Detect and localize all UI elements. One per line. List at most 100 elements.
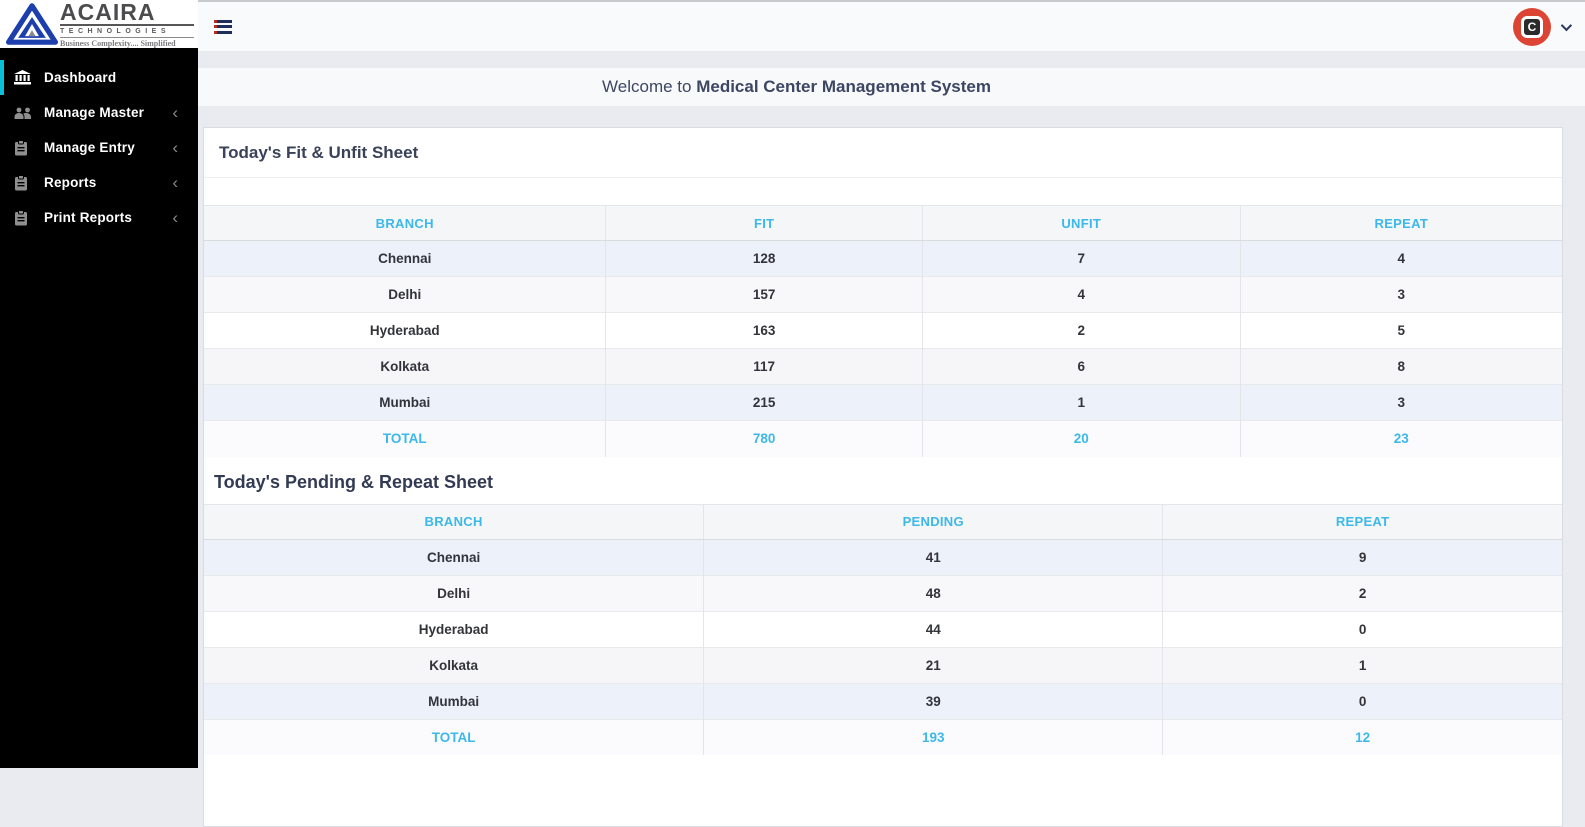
cell-pending: 44 bbox=[703, 610, 1163, 647]
table-total-row: TOTAL 193 12 bbox=[204, 718, 1562, 755]
cell-branch: Chennai bbox=[204, 538, 704, 575]
cell-branch: Mumbai bbox=[204, 682, 704, 719]
cell-branch: Kolkata bbox=[204, 646, 704, 683]
sidebar-item-label: Print Reports bbox=[44, 210, 133, 225]
table-row: Delhi 48 2 bbox=[204, 574, 1562, 611]
top-navbar: C bbox=[198, 2, 1585, 51]
cell-repeat: 3 bbox=[1239, 384, 1562, 421]
fit-sheet-title: Today's Fit & Unfit Sheet bbox=[204, 128, 1562, 178]
brand-name: ACAIRA bbox=[60, 0, 194, 26]
cell-branch: Hyderabad bbox=[204, 610, 704, 647]
sidebar-item-label: Dashboard bbox=[44, 70, 117, 85]
sidebar-item-label: Reports bbox=[44, 175, 97, 190]
column-header: UNFIT bbox=[921, 205, 1241, 241]
cell-branch: Chennai bbox=[204, 240, 606, 277]
content-container: Today's Fit & Unfit Sheet BRANCH FIT UNF… bbox=[203, 127, 1563, 827]
table-row: Hyderabad 44 0 bbox=[204, 610, 1562, 647]
cell-repeat: 5 bbox=[1239, 312, 1562, 349]
chevron-left-icon: ‹ bbox=[172, 208, 178, 227]
table-row: Mumbai 39 0 bbox=[204, 682, 1562, 719]
cell-branch: Delhi bbox=[204, 276, 606, 313]
cell-total-label: TOTAL bbox=[204, 420, 606, 457]
cell-repeat: 0 bbox=[1162, 682, 1562, 719]
cell-total-repeat: 12 bbox=[1162, 718, 1562, 755]
table-row: Chennai 41 9 bbox=[204, 538, 1562, 575]
cell-unfit: 6 bbox=[921, 348, 1241, 385]
cell-unfit: 2 bbox=[921, 312, 1241, 349]
clipboard-icon bbox=[14, 139, 36, 156]
cell-pending: 21 bbox=[703, 646, 1163, 683]
column-header: PENDING bbox=[703, 503, 1163, 540]
sidebar-item-dashboard[interactable]: Dashboard bbox=[0, 60, 198, 95]
user-menu-chevron-down-icon[interactable] bbox=[1560, 19, 1573, 31]
brand-logo[interactable]: ACAIRA TECHNOLOGIES Business Complexity.… bbox=[0, 0, 198, 48]
cell-branch: Hyderabad bbox=[204, 312, 606, 349]
column-header: BRANCH bbox=[204, 503, 704, 540]
avatar-logo-icon: C bbox=[1521, 15, 1543, 38]
chevron-left-icon: ‹ bbox=[172, 138, 178, 157]
pending-repeat-table: BRANCH PENDING REPEAT Chennai 41 9 Delhi… bbox=[204, 503, 1562, 755]
cell-repeat: 8 bbox=[1239, 348, 1562, 385]
cell-pending: 48 bbox=[703, 574, 1163, 611]
cell-repeat: 2 bbox=[1162, 574, 1562, 611]
cell-fit: 157 bbox=[605, 276, 923, 313]
sidebar-item-reports[interactable]: Reports ‹ bbox=[0, 165, 198, 200]
cell-total-unfit: 20 bbox=[921, 420, 1241, 457]
bank-icon bbox=[14, 70, 36, 85]
pending-sheet-title: Today's Pending & Repeat Sheet bbox=[214, 471, 493, 492]
cell-total-pending: 193 bbox=[703, 718, 1163, 755]
cell-pending: 39 bbox=[703, 682, 1163, 719]
cell-repeat: 9 bbox=[1162, 538, 1562, 575]
cell-repeat: 3 bbox=[1239, 276, 1562, 313]
table-row: Mumbai 215 1 3 bbox=[204, 384, 1562, 421]
main-area: C Welcome to Medical Center Management S… bbox=[198, 0, 1585, 827]
welcome-prefix: Welcome to bbox=[602, 77, 697, 96]
sidebar: ACAIRA TECHNOLOGIES Business Complexity.… bbox=[0, 0, 198, 768]
clipboard-icon bbox=[14, 174, 36, 191]
cell-repeat: 0 bbox=[1162, 610, 1562, 647]
clipboard-icon bbox=[14, 209, 36, 226]
table-row: Delhi 157 4 3 bbox=[204, 276, 1562, 313]
table-row: Hyderabad 163 2 5 bbox=[204, 312, 1562, 349]
cell-total-fit: 780 bbox=[605, 420, 923, 457]
sidebar-item-print-reports[interactable]: Print Reports ‹ bbox=[0, 200, 198, 235]
table-row: Kolkata 117 6 8 bbox=[204, 348, 1562, 385]
user-avatar[interactable]: C bbox=[1513, 7, 1551, 46]
table-header-row: BRANCH FIT UNFIT REPEAT bbox=[204, 205, 1562, 241]
chevron-left-icon: ‹ bbox=[172, 103, 178, 122]
sidebar-item-manage-master[interactable]: Manage Master ‹ bbox=[0, 95, 198, 130]
brand-tagline: Business Complexity.... Simplified bbox=[60, 38, 176, 48]
table-total-row: TOTAL 780 20 23 bbox=[204, 420, 1562, 457]
page-title: Medical Center Management System bbox=[696, 77, 991, 96]
panel-spacer bbox=[204, 178, 1562, 205]
cell-total-label: TOTAL bbox=[204, 718, 704, 755]
table-row: Chennai 128 7 4 bbox=[204, 240, 1562, 277]
cell-branch: Mumbai bbox=[204, 384, 606, 421]
chevron-left-icon: ‹ bbox=[172, 173, 178, 192]
sidebar-item-label: Manage Master bbox=[44, 105, 145, 120]
top-border-strip bbox=[198, 0, 1585, 2]
cell-repeat: 4 bbox=[1239, 240, 1562, 277]
cell-unfit: 7 bbox=[921, 240, 1241, 277]
table-header-row: BRANCH PENDING REPEAT bbox=[204, 503, 1562, 540]
sidebar-toggle-hamburger-icon[interactable] bbox=[214, 19, 232, 34]
cell-fit: 215 bbox=[605, 384, 923, 421]
cell-fit: 128 bbox=[605, 240, 923, 277]
fit-unfit-table: BRANCH FIT UNFIT REPEAT Chennai 128 7 4 … bbox=[204, 205, 1562, 457]
sidebar-nav: Dashboard Manage Master ‹ bbox=[0, 60, 198, 235]
column-header: FIT bbox=[605, 205, 923, 241]
cell-branch: Delhi bbox=[204, 574, 704, 611]
cell-fit: 117 bbox=[605, 348, 923, 385]
cell-repeat: 1 bbox=[1162, 646, 1562, 683]
cell-fit: 163 bbox=[605, 312, 923, 349]
column-header: REPEAT bbox=[1162, 503, 1562, 540]
column-header: BRANCH bbox=[204, 205, 606, 241]
cell-total-repeat: 23 bbox=[1239, 420, 1562, 457]
brand-subtitle: TECHNOLOGIES bbox=[60, 28, 194, 38]
acaira-triangle-icon bbox=[6, 3, 58, 45]
table-row: Kolkata 21 1 bbox=[204, 646, 1562, 683]
sidebar-item-manage-entry[interactable]: Manage Entry ‹ bbox=[0, 130, 198, 165]
users-icon bbox=[14, 106, 36, 120]
cell-branch: Kolkata bbox=[204, 348, 606, 385]
welcome-banner: Welcome to Medical Center Management Sys… bbox=[198, 68, 1585, 106]
